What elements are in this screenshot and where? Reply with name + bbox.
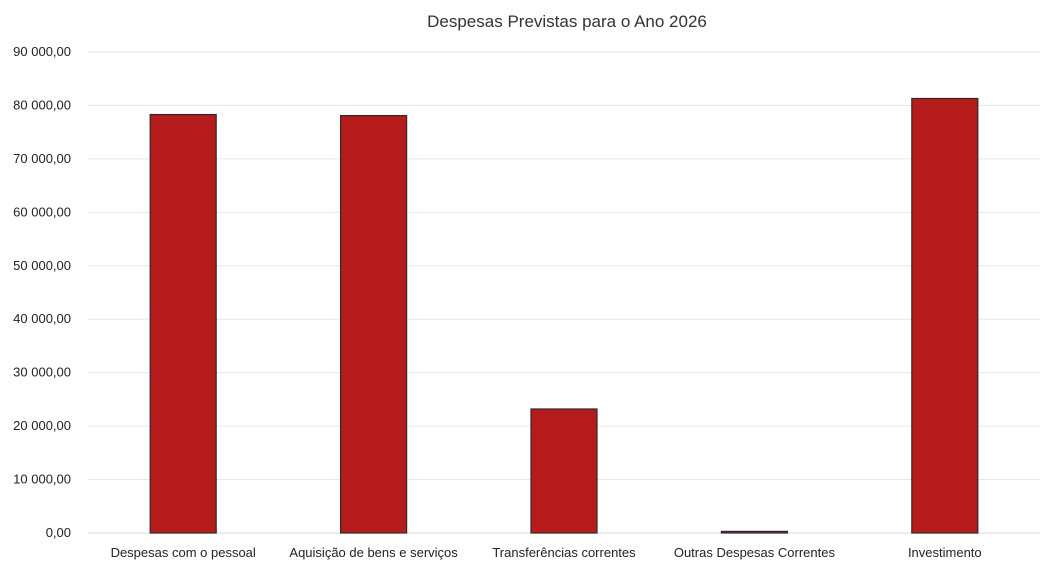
x-tick-label: Outras Despesas Correntes: [674, 545, 836, 560]
y-tick-label: 70 000,00: [13, 151, 71, 166]
bar: [911, 97, 979, 534]
y-tick-label: 60 000,00: [13, 204, 71, 219]
bar: [720, 530, 789, 534]
gridlines: [88, 51, 1040, 534]
x-tick-label: Transferências correntes: [492, 545, 636, 560]
bar: [530, 408, 598, 534]
y-tick-label: 30 000,00: [13, 365, 71, 380]
y-tick-label: 10 000,00: [13, 472, 71, 487]
y-tick-label: 20 000,00: [13, 418, 71, 433]
chart-title: Despesas Previstas para o Ano 2026: [427, 12, 707, 31]
y-tick-label: 80 000,00: [13, 97, 71, 112]
bar: [149, 113, 217, 534]
x-tick-label: Aquisição de bens e serviços: [289, 545, 458, 560]
x-tick-label: Investimento: [908, 545, 982, 560]
y-tick-label: 0,00: [46, 525, 71, 540]
x-axis-tick-labels: Despesas com o pessoal Aquisição de bens …: [111, 545, 982, 560]
bars: [149, 97, 979, 534]
x-tick-label: Despesas com o pessoal: [111, 545, 256, 560]
y-tick-label: 40 000,00: [13, 311, 71, 326]
y-tick-label: 50 000,00: [13, 258, 71, 273]
y-tick-label: 90 000,00: [13, 44, 71, 59]
bar: [340, 114, 408, 534]
y-axis-tick-labels: 0,00 10 000,00 20 000,00 30 000,00 40 000,00…: [13, 44, 71, 540]
